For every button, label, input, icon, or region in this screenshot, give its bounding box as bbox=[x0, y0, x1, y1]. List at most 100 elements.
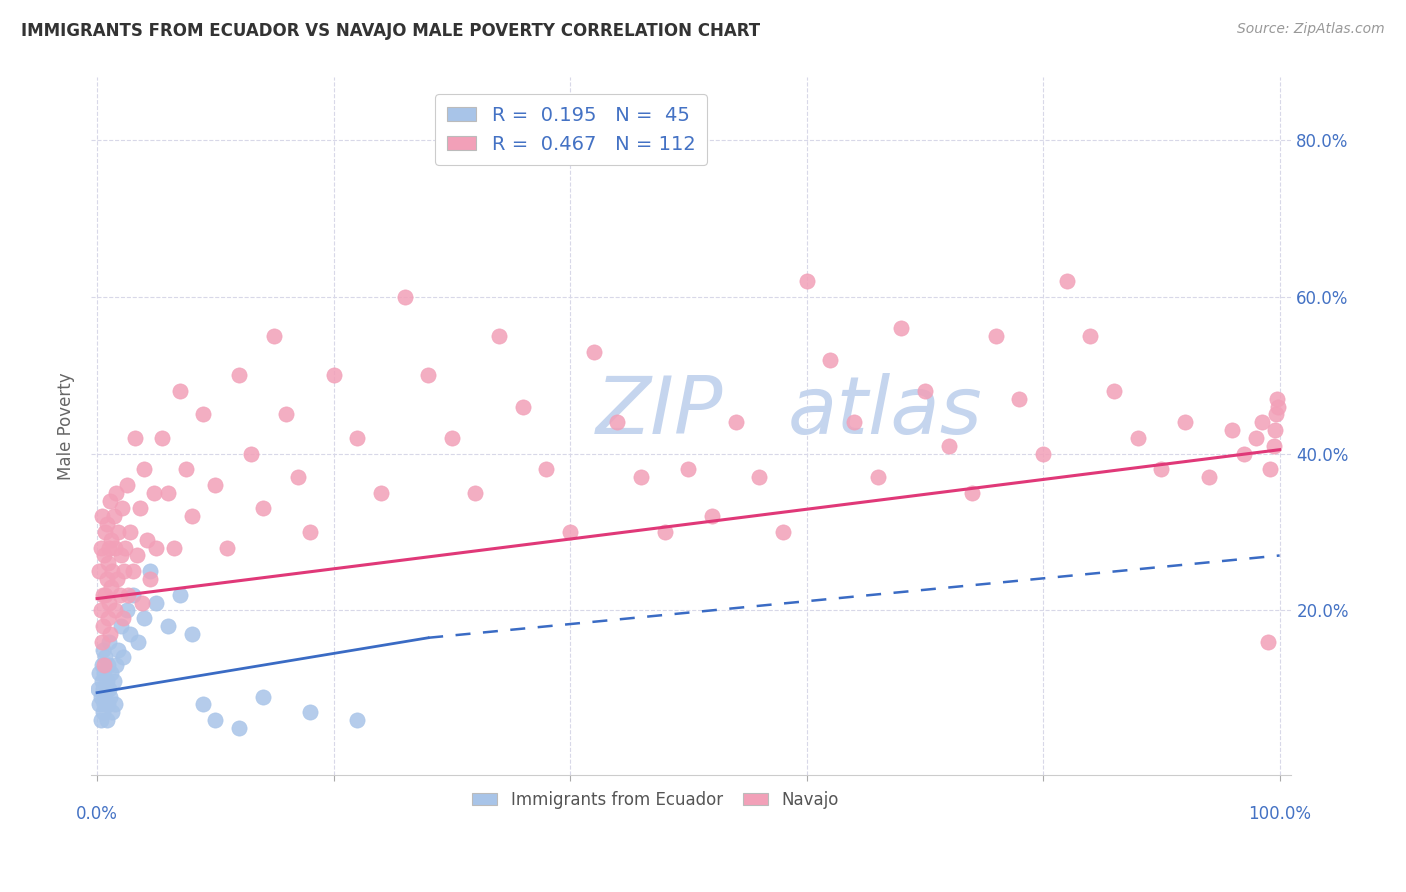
Point bbox=[938, 439, 960, 453]
Point bbox=[94, 690, 117, 704]
Point bbox=[287, 470, 309, 484]
Point bbox=[124, 431, 146, 445]
Point bbox=[98, 493, 121, 508]
Point bbox=[90, 713, 112, 727]
Point bbox=[94, 524, 117, 539]
Point bbox=[193, 408, 215, 422]
Point bbox=[100, 666, 122, 681]
Point bbox=[1102, 384, 1125, 398]
Point bbox=[112, 611, 135, 625]
Point bbox=[1174, 415, 1197, 429]
Point bbox=[418, 368, 440, 383]
Point bbox=[90, 509, 112, 524]
Point bbox=[193, 698, 215, 712]
Point bbox=[93, 658, 115, 673]
Point bbox=[105, 572, 128, 586]
Point bbox=[180, 509, 202, 524]
Point bbox=[104, 485, 127, 500]
Point bbox=[748, 470, 770, 484]
Point bbox=[114, 541, 136, 555]
Point bbox=[91, 681, 114, 696]
Point bbox=[1258, 462, 1281, 476]
Point bbox=[464, 485, 486, 500]
Point bbox=[107, 642, 129, 657]
Point bbox=[97, 658, 120, 673]
Point bbox=[1267, 400, 1289, 414]
Y-axis label: Male Poverty: Male Poverty bbox=[58, 372, 75, 480]
Point bbox=[90, 658, 112, 673]
Point bbox=[112, 650, 135, 665]
Point bbox=[101, 564, 124, 578]
Point bbox=[678, 462, 700, 476]
Point bbox=[96, 517, 118, 532]
Point bbox=[772, 524, 794, 539]
Point bbox=[100, 533, 122, 547]
Point bbox=[217, 541, 239, 555]
Point bbox=[108, 588, 131, 602]
Point bbox=[1257, 634, 1279, 648]
Point bbox=[157, 485, 180, 500]
Point bbox=[820, 352, 842, 367]
Point bbox=[134, 462, 156, 476]
Point bbox=[174, 462, 197, 476]
Point bbox=[97, 611, 120, 625]
Point bbox=[94, 650, 117, 665]
Point bbox=[1056, 274, 1078, 288]
Point bbox=[1126, 431, 1149, 445]
Point bbox=[121, 588, 143, 602]
Point bbox=[112, 564, 135, 578]
Point bbox=[1233, 447, 1256, 461]
Text: 0.0%: 0.0% bbox=[76, 805, 118, 823]
Point bbox=[117, 588, 139, 602]
Point bbox=[866, 470, 889, 484]
Point bbox=[90, 673, 112, 688]
Text: Source: ZipAtlas.com: Source: ZipAtlas.com bbox=[1237, 22, 1385, 37]
Point bbox=[180, 627, 202, 641]
Point bbox=[100, 580, 122, 594]
Point bbox=[90, 634, 112, 648]
Point bbox=[263, 329, 285, 343]
Point bbox=[97, 595, 120, 609]
Point bbox=[104, 541, 127, 555]
Point bbox=[127, 634, 149, 648]
Point bbox=[142, 485, 165, 500]
Point bbox=[134, 611, 156, 625]
Point bbox=[91, 642, 114, 657]
Point bbox=[1251, 415, 1274, 429]
Point bbox=[298, 705, 321, 719]
Point bbox=[91, 588, 114, 602]
Point bbox=[228, 721, 250, 735]
Point bbox=[139, 564, 162, 578]
Point bbox=[346, 713, 368, 727]
Point bbox=[536, 462, 558, 476]
Point bbox=[104, 603, 127, 617]
Point bbox=[984, 329, 1007, 343]
Point bbox=[127, 549, 149, 563]
Point bbox=[169, 588, 191, 602]
Point bbox=[101, 705, 124, 719]
Point bbox=[91, 619, 114, 633]
Point bbox=[115, 478, 138, 492]
Point bbox=[91, 705, 114, 719]
Point bbox=[204, 713, 226, 727]
Point bbox=[488, 329, 510, 343]
Point bbox=[128, 501, 150, 516]
Point bbox=[346, 431, 368, 445]
Point bbox=[96, 713, 118, 727]
Point bbox=[107, 524, 129, 539]
Text: ZIP: ZIP bbox=[595, 373, 723, 451]
Point bbox=[89, 698, 111, 712]
Point bbox=[163, 541, 186, 555]
Point bbox=[370, 485, 392, 500]
Point bbox=[204, 478, 226, 492]
Point bbox=[115, 603, 138, 617]
Point bbox=[103, 509, 125, 524]
Point bbox=[90, 541, 112, 555]
Point bbox=[89, 666, 111, 681]
Point bbox=[252, 690, 274, 704]
Point bbox=[298, 524, 321, 539]
Point bbox=[276, 408, 298, 422]
Point bbox=[145, 541, 167, 555]
Point bbox=[97, 557, 120, 571]
Point bbox=[1008, 392, 1031, 406]
